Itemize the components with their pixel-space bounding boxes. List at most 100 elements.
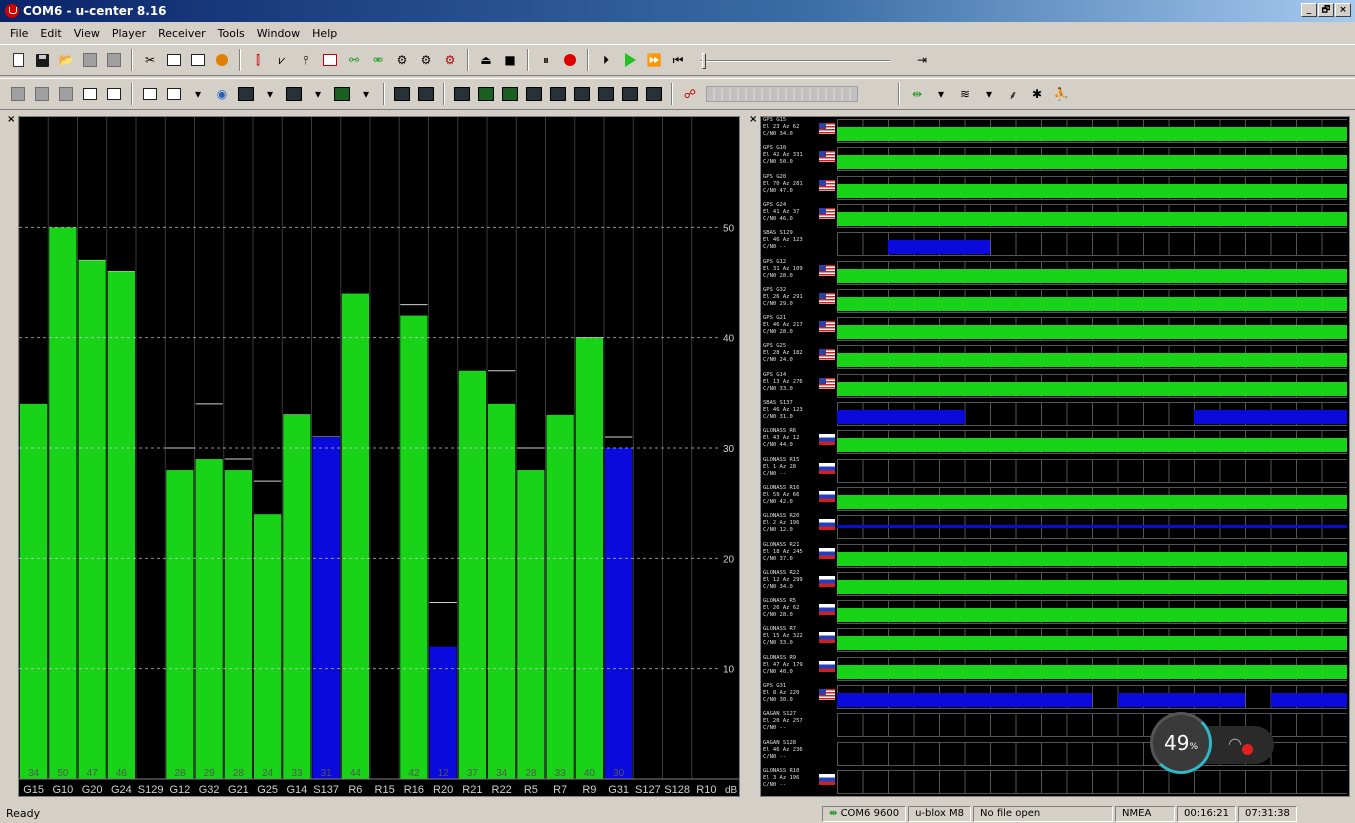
view-dropdown-4[interactable]: ▾	[356, 84, 376, 104]
close-icon[interactable]: ×	[7, 114, 16, 125]
record-button[interactable]	[560, 50, 580, 70]
map-button[interactable]	[236, 84, 256, 104]
satellite-info-line: C/N0 29.0	[763, 300, 793, 307]
histogram-button[interactable]	[332, 84, 352, 104]
bug-button[interactable]: ✱	[1027, 84, 1047, 104]
satellite-info-line: GPS G20	[763, 173, 787, 180]
receiver-baud-button[interactable]: ⩗	[272, 50, 292, 70]
globe-button[interactable]: ◉	[212, 84, 232, 104]
gear-black-button[interactable]: ⚙	[392, 50, 412, 70]
slider-thumb[interactable]	[702, 53, 706, 69]
menu-window[interactable]: Window	[256, 26, 301, 40]
port-button[interactable]: ⇹	[907, 84, 927, 104]
view-dropdown-3[interactable]: ▾	[308, 84, 328, 104]
view-button-3[interactable]	[56, 84, 76, 104]
bar-category-label: R21	[462, 784, 482, 796]
bar-r5	[517, 470, 545, 779]
pause-button[interactable]: ⏸	[536, 50, 556, 70]
panel-button-3[interactable]	[452, 84, 472, 104]
view-dropdown-1[interactable]: ▾	[188, 84, 208, 104]
copy-button[interactable]	[164, 50, 184, 70]
eject-button[interactable]: ⏏	[476, 50, 496, 70]
rewind-start-button[interactable]: ⏮	[668, 50, 688, 70]
bar-category-label: G20	[82, 784, 103, 796]
view-button-1[interactable]	[8, 84, 28, 104]
panel-button-2[interactable]	[416, 84, 436, 104]
autobaud-button[interactable]: ⚮	[368, 50, 388, 70]
print-preview-icon	[107, 53, 121, 67]
step-button[interactable]: ⏵	[596, 50, 616, 70]
baudrate-dropdown[interactable]: ▾	[979, 84, 999, 104]
panel-button-10[interactable]	[620, 84, 640, 104]
bar-category-label: G15	[23, 784, 44, 796]
satellite-info-line: C/N0 --	[763, 244, 787, 251]
wand-button[interactable]: ⸙	[1003, 84, 1023, 104]
playback-slider[interactable]	[690, 44, 910, 76]
satellite-info: SBAS S137 El 46 Az 123 C/N0 31.0	[761, 400, 833, 428]
view-button-5[interactable]	[104, 84, 124, 104]
goto-end-button[interactable]: ⇥	[912, 50, 932, 70]
satellite-info-line: GLONASS R15	[763, 456, 800, 463]
chart-button[interactable]	[284, 84, 304, 104]
panel-button-6[interactable]	[524, 84, 544, 104]
paste-button[interactable]	[188, 50, 208, 70]
play-button[interactable]	[620, 50, 640, 70]
person-button[interactable]: ⛹	[1051, 84, 1071, 104]
goto-end-icon: ⇥	[916, 53, 928, 67]
save-button[interactable]	[32, 50, 52, 70]
menu-view[interactable]: View	[73, 26, 100, 40]
gear-gray-button[interactable]: ⚙	[416, 50, 436, 70]
baudrate-button[interactable]: ≋	[955, 84, 975, 104]
restore-button[interactable]: 🗗	[1318, 3, 1334, 17]
unit-label: dB	[725, 785, 738, 796]
panel-button-9[interactable]	[596, 84, 616, 104]
config-button[interactable]	[212, 50, 232, 70]
minimize-button[interactable]: _	[1301, 3, 1317, 17]
view-button-2[interactable]	[32, 84, 52, 104]
receiver-gps-button[interactable]: ⫿	[248, 50, 268, 70]
usa-flag-icon	[819, 689, 835, 700]
view-button-6[interactable]	[140, 84, 160, 104]
open-button[interactable]: 📂	[56, 50, 76, 70]
connection-button[interactable]: ☍	[680, 84, 700, 104]
new-file-button[interactable]	[8, 50, 28, 70]
panel-button-11[interactable]	[644, 84, 664, 104]
slider-track	[700, 60, 890, 62]
stop-button[interactable]: ■	[500, 50, 520, 70]
view-button-4[interactable]	[80, 84, 100, 104]
panel-button-5[interactable]	[500, 84, 520, 104]
print-button[interactable]	[80, 50, 100, 70]
bar-category-label: G24	[111, 784, 132, 796]
panel-button-7[interactable]	[548, 84, 568, 104]
poll-button[interactable]: ⚯	[344, 50, 364, 70]
menu-help[interactable]: Help	[312, 26, 338, 40]
panel-button-1[interactable]	[392, 84, 412, 104]
satellite-info-line: C/N0 34.0	[763, 583, 793, 590]
port-dropdown[interactable]: ▾	[931, 84, 951, 104]
view-dropdown-2[interactable]: ▾	[260, 84, 280, 104]
print-preview-button[interactable]	[104, 50, 124, 70]
close-button[interactable]: ×	[1335, 3, 1351, 17]
signal-history-segment	[837, 155, 1347, 170]
menu-receiver[interactable]: Receiver	[158, 26, 206, 40]
panel-button-8[interactable]	[572, 84, 592, 104]
receiver-connect-button[interactable]: ⫯	[296, 50, 316, 70]
satellite-info-line: C/N0 24.0	[763, 357, 793, 364]
cut-button[interactable]: ✂	[140, 50, 160, 70]
menu-tools[interactable]: Tools	[217, 26, 245, 40]
satellite-info-line: GPS G21	[763, 315, 787, 322]
menu-edit[interactable]: Edit	[40, 26, 62, 40]
toolbar-separator	[131, 83, 133, 105]
panel-button-4[interactable]	[476, 84, 496, 104]
gear-red-button[interactable]: ⚙	[440, 50, 460, 70]
menu-file[interactable]: File	[10, 26, 29, 40]
close-icon[interactable]: ×	[749, 114, 758, 125]
view-button-7[interactable]	[164, 84, 184, 104]
fast-forward-button[interactable]: ⏩	[644, 50, 664, 70]
satellite-info-line: C/N0 28.0	[763, 612, 793, 619]
menu-player[interactable]: Player	[111, 26, 147, 40]
message-view-button[interactable]	[320, 50, 340, 70]
record-icon	[564, 54, 576, 66]
usa-flag-icon	[819, 349, 835, 361]
network-overlay-widget[interactable]: 49% ◠	[1150, 712, 1280, 774]
